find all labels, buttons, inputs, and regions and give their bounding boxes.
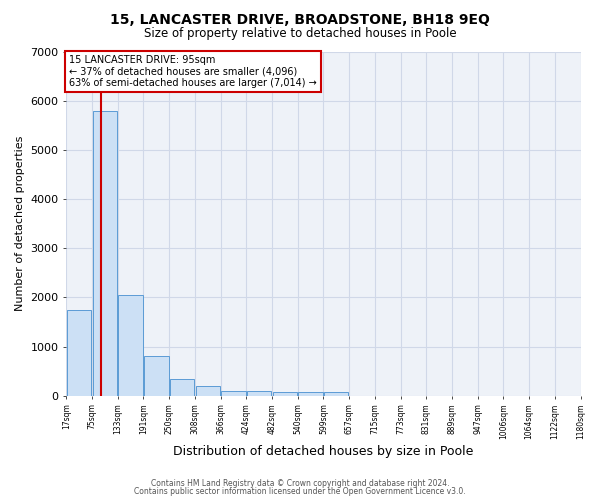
Bar xyxy=(118,295,143,396)
Text: Size of property relative to detached houses in Poole: Size of property relative to detached ho… xyxy=(143,28,457,40)
Bar xyxy=(92,110,117,396)
Text: Contains public sector information licensed under the Open Government Licence v3: Contains public sector information licen… xyxy=(134,487,466,496)
Bar xyxy=(170,379,194,396)
Bar xyxy=(67,310,91,396)
Bar xyxy=(247,391,271,396)
Text: 15, LANCASTER DRIVE, BROADSTONE, BH18 9EQ: 15, LANCASTER DRIVE, BROADSTONE, BH18 9E… xyxy=(110,12,490,26)
Bar xyxy=(144,356,169,396)
Y-axis label: Number of detached properties: Number of detached properties xyxy=(15,136,25,312)
Bar xyxy=(298,392,323,396)
Bar xyxy=(221,391,245,396)
Bar xyxy=(196,386,220,396)
Text: 15 LANCASTER DRIVE: 95sqm
← 37% of detached houses are smaller (4,096)
63% of se: 15 LANCASTER DRIVE: 95sqm ← 37% of detac… xyxy=(69,55,317,88)
Bar xyxy=(324,392,349,396)
X-axis label: Distribution of detached houses by size in Poole: Distribution of detached houses by size … xyxy=(173,444,473,458)
Bar xyxy=(272,392,297,396)
Text: Contains HM Land Registry data © Crown copyright and database right 2024.: Contains HM Land Registry data © Crown c… xyxy=(151,478,449,488)
